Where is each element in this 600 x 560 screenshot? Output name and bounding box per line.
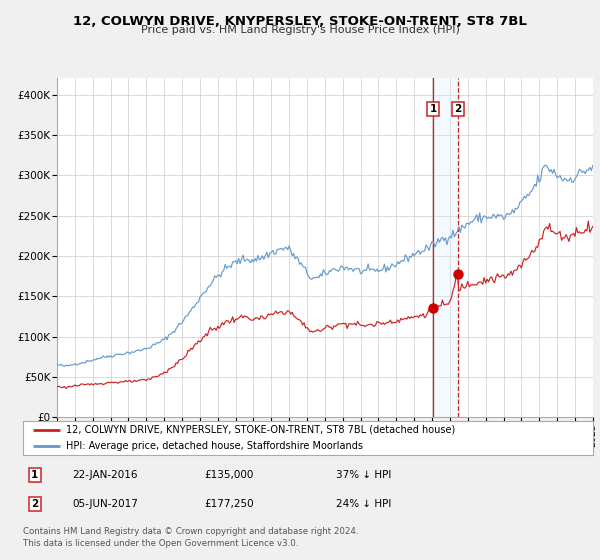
Text: 2: 2: [31, 499, 38, 509]
Text: 12, COLWYN DRIVE, KNYPERSLEY, STOKE-ON-TRENT, ST8 7BL: 12, COLWYN DRIVE, KNYPERSLEY, STOKE-ON-T…: [73, 15, 527, 27]
Text: 24% ↓ HPI: 24% ↓ HPI: [336, 499, 391, 509]
Bar: [433, 78, 458, 417]
Text: 12, COLWYN DRIVE, KNYPERSLEY, STOKE-ON-TRENT, ST8 7BL (detached house): 12, COLWYN DRIVE, KNYPERSLEY, STOKE-ON-T…: [65, 425, 455, 435]
Text: 22-JAN-2016: 22-JAN-2016: [72, 470, 137, 480]
Text: 2: 2: [454, 104, 461, 114]
Text: £177,250: £177,250: [204, 499, 254, 509]
Text: HPI: Average price, detached house, Staffordshire Moorlands: HPI: Average price, detached house, Staf…: [65, 441, 362, 451]
Text: Price paid vs. HM Land Registry's House Price Index (HPI): Price paid vs. HM Land Registry's House …: [140, 25, 460, 35]
Text: 1: 1: [31, 470, 38, 480]
Text: 05-JUN-2017: 05-JUN-2017: [72, 499, 138, 509]
Text: This data is licensed under the Open Government Licence v3.0.: This data is licensed under the Open Gov…: [23, 539, 298, 548]
Text: 37% ↓ HPI: 37% ↓ HPI: [336, 470, 391, 480]
Text: 1: 1: [430, 104, 437, 114]
Text: Contains HM Land Registry data © Crown copyright and database right 2024.: Contains HM Land Registry data © Crown c…: [23, 528, 358, 536]
Text: £135,000: £135,000: [204, 470, 253, 480]
